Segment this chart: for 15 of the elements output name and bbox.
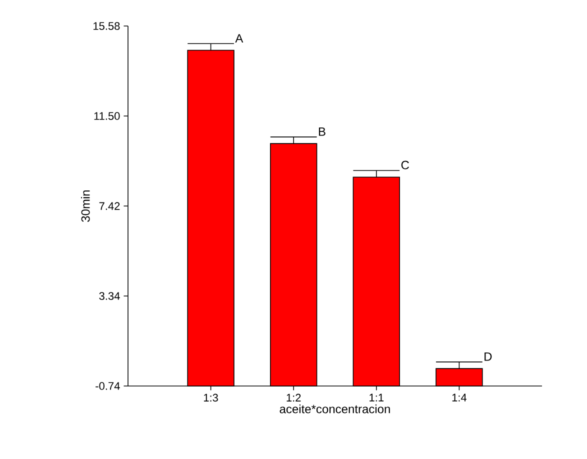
y-tick-label: -0.74 bbox=[96, 382, 120, 390]
x-tick-label: 1:3 bbox=[204, 394, 218, 402]
y-tick-label: 7.42 bbox=[99, 202, 120, 210]
y-tick-label: 11.50 bbox=[94, 112, 120, 120]
annotation: C bbox=[401, 160, 409, 170]
x-axis-title: aceite*concentracion bbox=[280, 404, 390, 414]
annotation: D bbox=[484, 352, 492, 361]
y-tick-label: 3.34 bbox=[99, 292, 120, 300]
y-tick-label: 15.58 bbox=[94, 22, 120, 30]
annotation: A bbox=[235, 34, 244, 42]
x-tick-label: 1:1 bbox=[370, 394, 384, 402]
annotation: B bbox=[318, 128, 326, 136]
x-tick-label: 1:4 bbox=[452, 394, 467, 402]
x-tick-label: 1:2 bbox=[286, 394, 301, 402]
y-axis-title: 30min bbox=[81, 190, 90, 222]
